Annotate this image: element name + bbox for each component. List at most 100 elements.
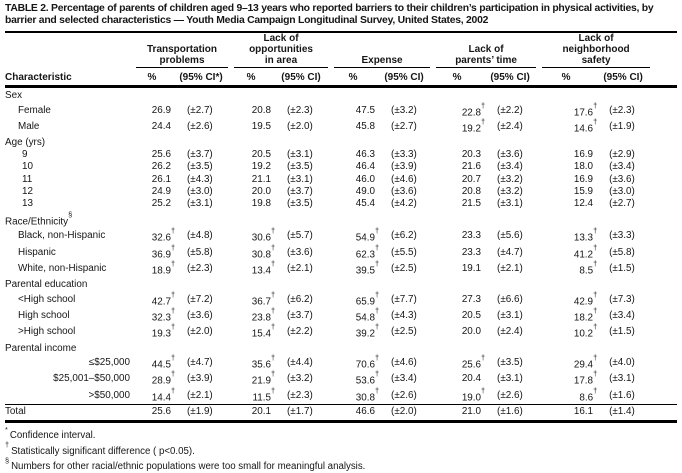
percent-cell: 10.2† xyxy=(573,322,598,340)
ci-cell: (±1.5) xyxy=(609,326,635,338)
percent-cell: 49.0 xyxy=(355,185,376,197)
ci-cell: (±2.6) xyxy=(391,389,417,401)
table-row: 10 26.2 (±3.5) 19.2 (±3.5) 46.4 (±3.9) 21.6 (±3.… xyxy=(5,161,677,173)
percent-cell: 25.6 xyxy=(151,149,171,161)
percent-cell: 30.8† xyxy=(251,242,276,260)
ci-cell: (±3.4) xyxy=(391,373,417,385)
total-row: Total 25.6 (±1.9) 20.1 (±1.7) 46.6 (±2.0) 21.0(… xyxy=(5,403,678,424)
percent-cell: 26.9 xyxy=(151,104,171,116)
percent-cell: 18.9† xyxy=(151,259,176,277)
ci-cell: (±2.4) xyxy=(497,121,523,133)
ci-cell: (±3.1) xyxy=(609,373,635,385)
percent-cell: 19.1 xyxy=(461,263,482,275)
table-header: Transportation problems Lack of opportuniti… xyxy=(5,30,678,89)
percent-cell: 70.6† xyxy=(355,352,380,371)
ci-cell: (±2.7) xyxy=(187,104,213,116)
percent-cell: 19.5 xyxy=(251,121,272,133)
footnote-marker: * xyxy=(5,424,8,434)
ci-cell: (±3.7) xyxy=(287,310,313,322)
table-row: >High school 19.3† (±2.0) 15.4† (±2.2) 39.2† (… xyxy=(5,322,677,340)
percent-cell: 46.4 xyxy=(355,161,376,173)
percent-cell: 19.0† xyxy=(461,385,486,403)
table-title: TABLE 2. Percentage of parents of childr… xyxy=(5,3,654,27)
ci-cell: (±3.0) xyxy=(187,185,213,197)
percent-cell: 11.5† xyxy=(252,385,276,403)
ci-cell: (±3.5) xyxy=(287,197,313,209)
section-header-row: Parental income xyxy=(5,341,677,355)
column-group-2: Expense xyxy=(331,30,434,69)
ci-cell: (±3.5) xyxy=(287,161,313,173)
percent-cell: 25.2 xyxy=(151,197,171,209)
row-label: 10 xyxy=(22,161,33,173)
percent-cell: 16.1 xyxy=(539,403,594,424)
ci-cell: (±3.6) xyxy=(497,149,523,161)
percent-cell: 23.3 xyxy=(461,230,482,242)
table-row: 12 24.9 (±3.0) 20.0 (±3.7) 49.0 (±3.6) 20.8 (±3.… xyxy=(5,186,677,198)
ci-cell: (±4.7) xyxy=(187,356,213,368)
ci-cell: (±3.7) xyxy=(187,149,213,161)
ci-cell: (±3.5) xyxy=(497,356,523,368)
row-label: Total xyxy=(5,403,133,424)
section-header-row: Parental education xyxy=(5,277,677,291)
percent-cell: 20.0 xyxy=(461,326,482,338)
percent-cell: 16.9 xyxy=(573,149,594,161)
percent-cell: 65.9† xyxy=(355,289,380,307)
percent-cell: 20.1 xyxy=(231,403,272,424)
ci-cell: (±2.9) xyxy=(609,149,635,161)
percent-cell: 20.5 xyxy=(251,149,272,161)
ci-cell: (±3.5) xyxy=(187,161,213,173)
percent-column-header: % xyxy=(539,68,594,89)
ci-cell: (±1.6) xyxy=(609,389,635,401)
table-row: 11 26.1 (±4.3) 21.1 (±3.1) 46.0 (±4.6) 20.7 (±3.… xyxy=(5,174,677,186)
table-body: Sex Female 26.9 (±2.7) 20.8 (±2.3) 47.5 (±3.2) 2… xyxy=(5,87,678,424)
percent-cell: 21.6 xyxy=(461,161,482,173)
ci-cell: (±3.2) xyxy=(497,173,523,185)
percent-cell: 36.9† xyxy=(151,242,176,260)
column-group-0: Transportation problems xyxy=(133,30,232,69)
percent-cell: 46.0 xyxy=(355,173,376,185)
ci-cell: (±6.2) xyxy=(287,293,313,305)
column-group-row: Transportation problems Lack of opportuniti… xyxy=(5,30,678,69)
percent-cell: 20.8 xyxy=(251,104,272,116)
section-footnote-marker: § xyxy=(68,209,73,219)
ci-cell: (±2.3) xyxy=(187,263,213,275)
percent-cell: 21.9† xyxy=(251,369,276,387)
table-row: $25,001–$50,000 28.9† (±3.9) 21.9† (±3.2) 53.… xyxy=(5,369,677,387)
row-label: High school xyxy=(18,310,70,322)
row-label: Black, non-Hispanic xyxy=(18,230,106,242)
ci-cell: (±1.9) xyxy=(171,403,232,424)
percent-cell: 14.4† xyxy=(151,385,176,403)
row-label: White, non-Hispanic xyxy=(18,263,107,275)
column-group-label: Expense xyxy=(334,55,431,69)
section-header-label: Age (yrs) xyxy=(5,137,46,149)
row-label: 11 xyxy=(22,173,33,185)
footnote-marker: † xyxy=(5,440,10,450)
percent-cell: 39.5† xyxy=(355,259,380,277)
characteristic-column-header: Characteristic xyxy=(5,68,133,89)
ci-cell: (±3.2) xyxy=(497,185,523,197)
table-row: 13 25.2 (±3.1) 19.8 (±3.5) 45.4 (±4.2) 21.5 (±3.… xyxy=(5,198,677,210)
percent-cell: 32.3† xyxy=(151,305,176,324)
percent-cell: 44.5† xyxy=(151,352,176,371)
ci-cell: (±1.4) xyxy=(593,403,654,424)
section-header-label: Parental income xyxy=(5,342,77,354)
ci-cell: (±3.7) xyxy=(287,185,313,197)
section-header-label: Sex xyxy=(5,90,23,102)
ci-cell: (±7.3) xyxy=(609,293,635,305)
ci-cell: (±4.0) xyxy=(609,356,635,368)
footnote-marker: § xyxy=(5,455,10,465)
row-label: >High school xyxy=(18,326,76,338)
percent-cell: 20.5 xyxy=(461,310,482,322)
table-row: Female 26.9 (±2.7) 20.8 (±2.3) 47.5 (±3.2) 22.8… xyxy=(5,101,677,119)
section-header-label: Race/Ethnicity§ xyxy=(5,209,73,228)
column-group-1: Lack of opportunities in area xyxy=(231,30,332,69)
percent-cell: 26.1 xyxy=(151,173,171,185)
percent-cell: 23.8† xyxy=(251,305,276,324)
percent-cell: 47.5 xyxy=(355,104,376,116)
column-group-label: Lack of neighborhood safety xyxy=(542,33,651,69)
table-row: Male 24.4 (±2.6) 19.5 (±2.0) 45.8 (±2.7) 19.2† (… xyxy=(5,117,677,135)
ci-cell: (±5.8) xyxy=(609,246,635,258)
ci-cell: (±3.3) xyxy=(391,149,417,161)
ci-cell: (±4.2) xyxy=(391,197,417,209)
ci-column-header: (95% CI) xyxy=(375,68,434,89)
